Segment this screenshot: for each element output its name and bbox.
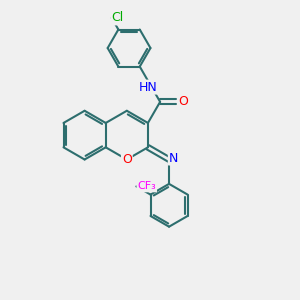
Text: Cl: Cl <box>112 11 124 24</box>
Text: O: O <box>178 95 188 108</box>
Text: HN: HN <box>139 81 158 94</box>
Text: CF₃: CF₃ <box>137 182 156 191</box>
Text: N: N <box>169 152 178 164</box>
Text: O: O <box>122 153 132 166</box>
